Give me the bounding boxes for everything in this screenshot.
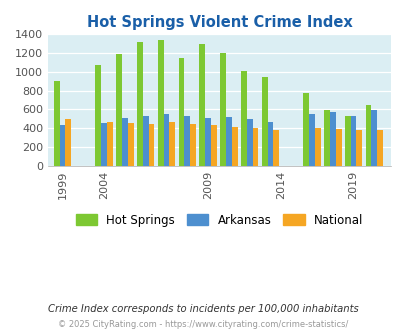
Bar xyxy=(252,128,258,166)
Bar xyxy=(240,71,246,166)
Bar xyxy=(220,53,225,166)
Bar xyxy=(211,125,216,166)
Bar xyxy=(143,116,148,166)
Bar xyxy=(308,114,314,166)
Bar xyxy=(205,118,211,166)
Bar xyxy=(350,116,356,166)
Bar xyxy=(303,93,308,166)
Bar xyxy=(267,122,273,166)
Bar xyxy=(261,77,267,166)
Bar xyxy=(148,123,154,166)
Title: Hot Springs Violent Crime Index: Hot Springs Violent Crime Index xyxy=(86,15,352,30)
Bar xyxy=(122,118,128,166)
Text: Crime Index corresponds to incidents per 100,000 inhabitants: Crime Index corresponds to incidents per… xyxy=(47,304,358,314)
Bar xyxy=(116,54,121,166)
Bar xyxy=(273,130,279,166)
Bar xyxy=(107,122,113,166)
Bar xyxy=(169,122,175,166)
Bar xyxy=(225,117,231,166)
Bar xyxy=(199,44,205,166)
Bar xyxy=(60,125,65,166)
Text: © 2025 CityRating.com - https://www.cityrating.com/crime-statistics/: © 2025 CityRating.com - https://www.city… xyxy=(58,320,347,329)
Legend: Hot Springs, Arkansas, National: Hot Springs, Arkansas, National xyxy=(71,209,367,231)
Bar xyxy=(365,105,371,166)
Bar xyxy=(329,112,335,166)
Bar xyxy=(344,115,350,166)
Bar xyxy=(136,42,143,166)
Bar xyxy=(54,81,60,166)
Bar xyxy=(231,127,237,166)
Bar xyxy=(323,110,329,166)
Bar xyxy=(101,123,107,166)
Bar xyxy=(314,128,320,166)
Bar xyxy=(95,65,101,166)
Bar xyxy=(65,119,71,166)
Bar xyxy=(356,130,361,166)
Bar xyxy=(128,123,133,166)
Bar xyxy=(184,116,190,166)
Bar xyxy=(190,123,196,166)
Bar xyxy=(376,130,382,166)
Bar xyxy=(178,58,184,166)
Bar xyxy=(335,129,341,166)
Bar xyxy=(163,114,169,166)
Bar xyxy=(246,119,252,166)
Bar xyxy=(158,40,163,166)
Bar xyxy=(371,110,376,166)
